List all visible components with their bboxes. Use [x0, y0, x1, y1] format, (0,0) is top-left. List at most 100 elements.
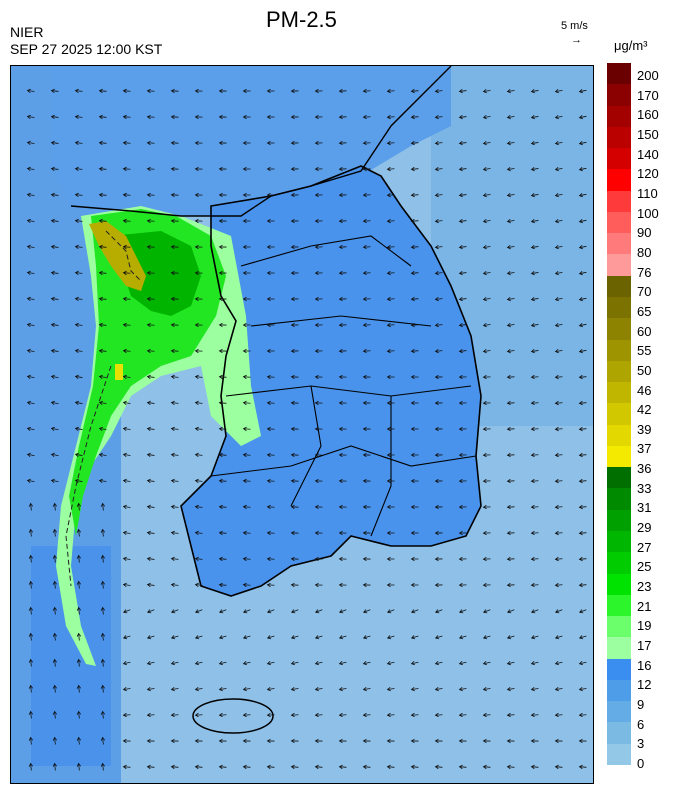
wind-arrow [147, 506, 155, 508]
wind-arrow-head [482, 686, 487, 692]
wind-arrow [78, 685, 80, 693]
wind-arrow-head [242, 426, 247, 432]
wind-arrow-head [146, 738, 151, 744]
wind-arrow-head [386, 218, 391, 224]
wind-arrow [51, 453, 59, 457]
wind-arrow-head [578, 712, 583, 718]
wind-arrow-head [434, 192, 439, 198]
wind-arrow-head [52, 606, 58, 611]
wind-arrow-head [290, 712, 295, 718]
wind-arrow-head [482, 166, 487, 172]
wind-arrow [459, 142, 467, 144]
wind-arrow-head [50, 400, 55, 405]
wind-arrow-head [74, 452, 79, 457]
wind-arrow [507, 766, 515, 768]
wind-arrow-head [170, 686, 175, 692]
wind-arrow-head [26, 244, 31, 250]
wind-arrow-head [290, 88, 295, 94]
wind-arrow-head [506, 114, 511, 120]
wind-arrow-head [530, 426, 535, 432]
wind-arrow-head [28, 710, 34, 715]
wind-arrow [459, 635, 467, 639]
wind-arrow [459, 272, 467, 274]
wind-arrow-head [314, 166, 319, 172]
south-korea-landmass [181, 166, 481, 596]
legend-tick-label: 9 [637, 697, 645, 713]
wind-arrow-head [530, 452, 535, 458]
wind-arrow [435, 661, 443, 665]
wind-arrow-head [52, 736, 58, 741]
wind-arrow [102, 555, 104, 563]
wind-arrow-head [530, 349, 535, 354]
wind-arrow-head [52, 502, 58, 507]
wind-arrow-head [100, 762, 106, 767]
legend-tick-label: 160 [637, 107, 659, 123]
wind-arrow-head [74, 114, 79, 120]
wind-arrow-head [266, 452, 271, 458]
wind-arrow [507, 142, 515, 144]
wind-arrow-head [386, 530, 391, 536]
wind-arrow [555, 506, 563, 508]
wind-arrow-head [242, 504, 247, 510]
wind-arrow [531, 766, 539, 768]
wind-arrow-head [482, 114, 487, 120]
wind-arrow [555, 219, 563, 223]
wind-arrow-head [170, 296, 175, 302]
legend-swatch [607, 573, 631, 596]
wind-arrow [102, 737, 104, 745]
wind-arrow-head [482, 374, 487, 380]
wind-arrow-head [98, 192, 103, 198]
wind-arrow-head [122, 114, 127, 120]
wind-arrow [387, 220, 395, 222]
wind-arrow-head [506, 270, 511, 276]
wind-arrow [507, 661, 515, 665]
wind-arrow [75, 194, 83, 196]
wind-arrow-head [122, 296, 127, 302]
wind-arrow-head [122, 712, 127, 718]
wind-arrow-head [386, 114, 391, 120]
wind-arrow [123, 220, 131, 222]
wind-arrow [555, 89, 563, 93]
wind-arrow-head [458, 712, 463, 718]
wind-arrow-head [170, 374, 175, 380]
legend-tick-label: 80 [637, 244, 652, 260]
wind-arrow-head [482, 400, 487, 406]
legend-tick-label: 17 [637, 638, 652, 654]
wind-arrow-head [386, 322, 391, 328]
wind-arrow-head [362, 426, 367, 432]
wind-arrow-head [100, 554, 106, 559]
wind-arrow [75, 298, 83, 300]
wind-arrow-head [28, 684, 34, 689]
wind-arrow-head [434, 764, 439, 770]
wind-arrow-head [506, 400, 511, 406]
wind-arrow [51, 90, 59, 92]
wind-arrow [99, 116, 107, 118]
wind-arrow [579, 480, 587, 482]
wind-arrow-head [530, 661, 536, 666]
contour-line [65, 230, 142, 587]
wind-arrow-head [242, 712, 247, 718]
wind-arrow-head [386, 296, 391, 302]
wind-arrow-head [146, 635, 152, 640]
wind-arrow [555, 688, 563, 690]
wind-arrow-head [170, 270, 175, 276]
wind-arrow-head [410, 166, 415, 172]
wind-arrow-head [530, 219, 535, 224]
wind-arrow-head [146, 140, 151, 146]
wind-arrow-head [98, 218, 103, 224]
wind-arrow-head [98, 374, 103, 380]
wind-arrow [555, 193, 563, 197]
legend-tick-label: 29 [637, 520, 652, 536]
wind-arrow-head [242, 452, 247, 458]
wind-arrow [387, 90, 395, 92]
wind-arrow-head [50, 374, 55, 379]
wind-arrow-head [362, 556, 367, 562]
wind-arrow-head [74, 270, 79, 276]
wind-arrow-head [338, 322, 343, 328]
wind-arrow-head [530, 89, 535, 94]
wind-arrow-head [98, 270, 103, 276]
wind-arrow-head [170, 738, 175, 744]
wind-arrow-head [242, 374, 247, 380]
wind-arrow [507, 324, 515, 326]
wind-arrow [27, 142, 35, 144]
